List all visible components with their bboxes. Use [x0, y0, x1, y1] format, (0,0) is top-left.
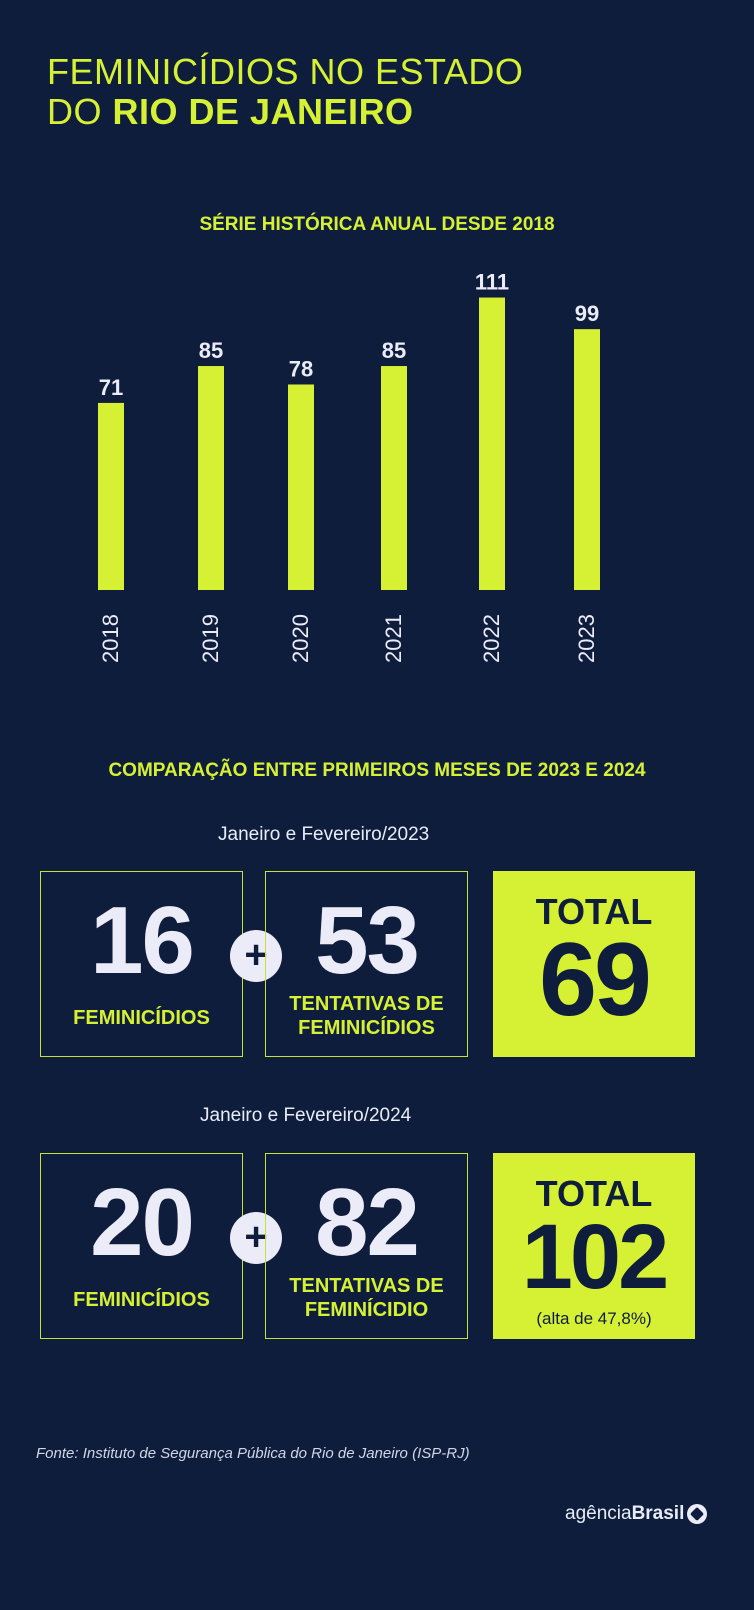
comparison-title: COMPARAÇÃO ENTRE PRIMEIROS MESES DE 2023…	[108, 760, 646, 781]
femicides-box-2024: 20 FEMINICÍDIOS	[40, 1153, 243, 1339]
total-value-2023: 69	[539, 922, 652, 1038]
attempts-box-2024: 82 TENTATIVAS DE FEMINÍCIDIO	[265, 1153, 468, 1339]
agencia-brasil-logo: agência Brasil	[565, 1503, 708, 1525]
total-note-2024: (alta de 47,8%)	[536, 1309, 652, 1328]
category-label-2019: 2019	[198, 614, 223, 663]
category-label-2022: 2022	[479, 614, 504, 663]
page-title: FEMINICÍDIOS NO ESTADO DO RIO DE JANEIRO	[47, 52, 523, 132]
attempts-label-line1-2024: TENTATIVAS DE	[289, 1275, 444, 1297]
source-note: Fonte: Instituto de Segurança Pública do…	[36, 1445, 470, 1462]
femicides-value-2024: 20	[90, 1169, 195, 1276]
bar-2023	[574, 329, 600, 590]
total-box-2024: TOTAL 102 (alta de 47,8%)	[493, 1153, 695, 1339]
title-line-2-bold: RIO DE JANEIRO	[112, 91, 414, 132]
bar-chart: 71 2018 85 2019 78 2020 85 2021 111 2022 99 2023	[98, 270, 600, 663]
logo-bold: Brasil	[631, 1503, 685, 1524]
attempts-label-2023: TENTATIVAS DE FEMINICÍDIOS	[266, 992, 467, 1040]
total-box-2023: TOTAL 69	[493, 871, 695, 1057]
attempts-value-2024: 82	[315, 1169, 420, 1276]
category-label-2018: 2018	[98, 614, 123, 663]
plus-icon-2023: +	[230, 930, 282, 982]
category-label-2021: 2021	[381, 614, 406, 663]
chart-title: SÉRIE HISTÓRICA ANUAL DESDE 2018	[199, 214, 555, 235]
agencia-brasil-logo-icon	[687, 1504, 708, 1524]
period-2023: Janeiro e Fevereiro/2023	[218, 824, 430, 845]
total-label-2024: TOTAL	[535, 1173, 653, 1214]
period-2024: Janeiro e Fevereiro/2024	[200, 1105, 412, 1126]
value-label-2020: 78	[289, 356, 313, 381]
title-line-2: DO RIO DE JANEIRO	[47, 92, 523, 132]
total-value-2024: 102	[521, 1206, 670, 1308]
attempts-label-line1-2023: TENTATIVAS DE	[289, 993, 444, 1015]
title-line-1: FEMINICÍDIOS NO ESTADO	[47, 51, 524, 92]
femicides-value-2023: 16	[90, 887, 195, 994]
bar-2022	[479, 297, 505, 590]
category-label-2023: 2023	[574, 614, 599, 663]
femicides-label-2024: FEMINICÍDIOS	[73, 1289, 210, 1311]
attempts-label-line2-2024: FEMINÍCIDIO	[304, 1299, 429, 1321]
bar-2021	[381, 366, 407, 590]
value-label-2022: 111	[475, 270, 509, 295]
plus-icon-2024: +	[230, 1212, 282, 1264]
bar-2020	[288, 384, 314, 590]
attempts-box-2023: 53 TENTATIVAS DE FEMINICÍDIOS	[265, 871, 468, 1057]
femicides-label-2023: FEMINICÍDIOS	[73, 1007, 210, 1029]
femicides-box-2023: 16 FEMINICÍDIOS	[40, 871, 243, 1057]
total-label-2023: TOTAL	[535, 891, 653, 932]
attempts-value-2023: 53	[315, 887, 420, 994]
bar-2018	[98, 402, 124, 590]
attempts-label-line2-2023: FEMINICÍDIOS	[298, 1017, 435, 1039]
title-line-2-prefix: DO	[47, 91, 102, 132]
value-label-2019: 85	[199, 338, 223, 363]
logo-prefix: agência	[565, 1503, 632, 1524]
bar-2019	[198, 366, 224, 590]
category-label-2020: 2020	[288, 614, 313, 663]
value-label-2023: 99	[575, 301, 599, 326]
attempts-label-2024: TENTATIVAS DE FEMINÍCIDIO	[266, 1274, 467, 1322]
value-label-2021: 85	[382, 338, 406, 363]
value-label-2018: 71	[99, 375, 123, 400]
